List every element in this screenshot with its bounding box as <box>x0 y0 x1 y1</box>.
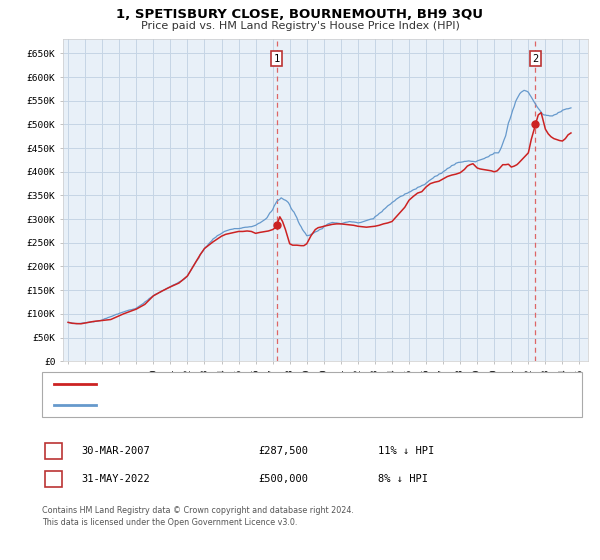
Text: HPI: Average price, detached house, Bournemouth Christchurch and Poole: HPI: Average price, detached house, Bour… <box>103 400 479 409</box>
Text: 1: 1 <box>274 54 280 63</box>
Text: 30-MAR-2007: 30-MAR-2007 <box>81 446 150 456</box>
Text: 1, SPETISBURY CLOSE, BOURNEMOUTH, BH9 3QU: 1, SPETISBURY CLOSE, BOURNEMOUTH, BH9 3Q… <box>116 8 484 21</box>
Text: 31-MAY-2022: 31-MAY-2022 <box>81 474 150 484</box>
Text: 11% ↓ HPI: 11% ↓ HPI <box>378 446 434 456</box>
Text: £500,000: £500,000 <box>258 474 308 484</box>
Text: 2: 2 <box>50 474 56 484</box>
Text: Price paid vs. HM Land Registry's House Price Index (HPI): Price paid vs. HM Land Registry's House … <box>140 21 460 31</box>
Text: 2: 2 <box>532 54 539 63</box>
Text: 8% ↓ HPI: 8% ↓ HPI <box>378 474 428 484</box>
Text: £287,500: £287,500 <box>258 446 308 456</box>
Text: Contains HM Land Registry data © Crown copyright and database right 2024.: Contains HM Land Registry data © Crown c… <box>42 506 354 515</box>
Text: This data is licensed under the Open Government Licence v3.0.: This data is licensed under the Open Gov… <box>42 518 298 527</box>
Text: 1, SPETISBURY CLOSE, BOURNEMOUTH, BH9 3QU (detached house): 1, SPETISBURY CLOSE, BOURNEMOUTH, BH9 3Q… <box>103 380 415 389</box>
Text: 1: 1 <box>50 446 56 456</box>
